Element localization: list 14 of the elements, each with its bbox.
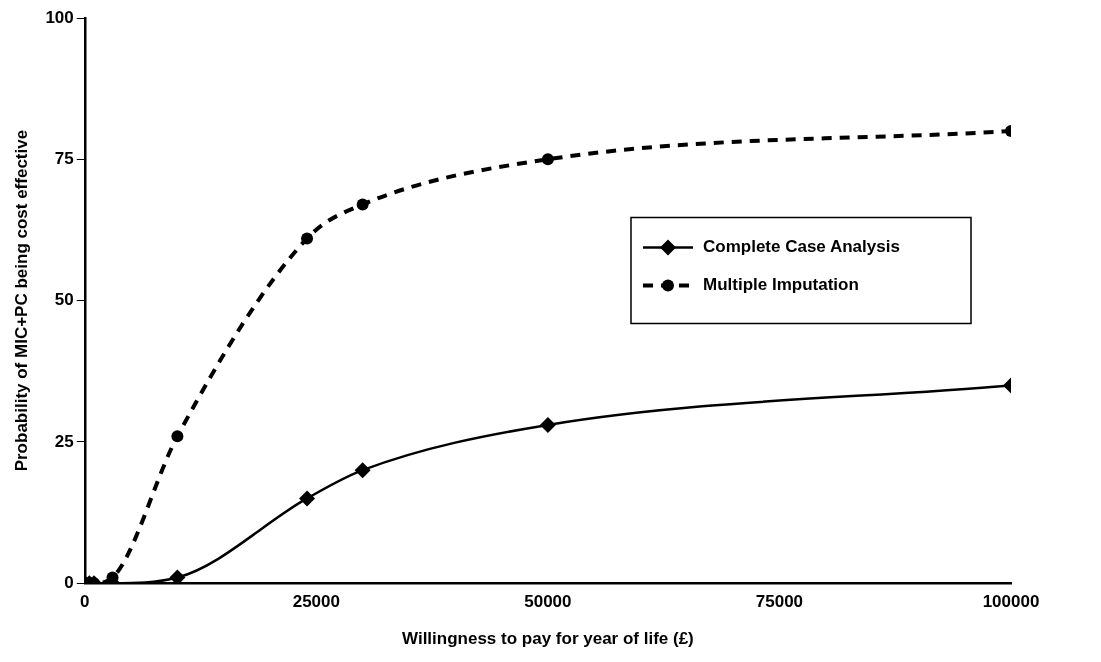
- legend-label: Complete Case Analysis: [703, 237, 900, 257]
- y-tick-label: 75: [54, 148, 74, 168]
- x-tick-label: 0: [80, 592, 90, 612]
- x-axis-title: Willingness to pay for year of life (£): [402, 629, 694, 649]
- x-tick-label: 25000: [292, 592, 340, 612]
- y-tick-label: 25: [54, 431, 74, 451]
- y-tick-label: 100: [45, 7, 74, 27]
- y-tick-label: 0: [64, 572, 74, 592]
- y-axis-title: Probability of MIC+PC being cost effective: [11, 129, 31, 472]
- y-tick-label: 50: [54, 290, 74, 310]
- x-tick-label: 50000: [524, 592, 572, 612]
- x-tick-label: 100000: [982, 592, 1040, 612]
- legend-label: Multiple Imputation: [703, 275, 859, 295]
- x-tick-label: 75000: [755, 592, 804, 612]
